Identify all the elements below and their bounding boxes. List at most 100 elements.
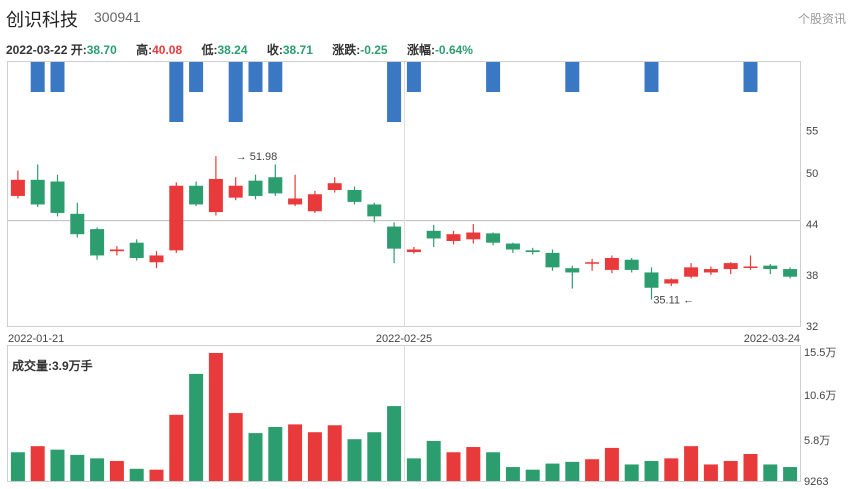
candle-body [327, 183, 342, 190]
signal-bar [268, 62, 283, 92]
price-axis: 55 50 44 38 32 [806, 126, 818, 334]
price-tick-label: 44 [806, 219, 818, 231]
candle-body [446, 234, 461, 241]
volume-bar [565, 461, 580, 481]
candle-body [307, 194, 322, 212]
candle [189, 181, 204, 207]
candle-body [347, 190, 362, 202]
volume-panel-border [7, 345, 801, 482]
candle-body [268, 177, 283, 194]
candle [90, 227, 105, 260]
volume-tick-label: 9263 [804, 476, 828, 488]
signal-bar [248, 62, 263, 92]
candle [307, 190, 322, 213]
date-axis: 2022-01-21 2022-02-25 2022-03-24 [8, 333, 800, 345]
candle [149, 251, 164, 269]
candle [30, 164, 45, 207]
candle-body [545, 252, 560, 268]
volume-bar [723, 460, 738, 481]
candle [505, 242, 520, 253]
volume-bar [604, 447, 619, 481]
candle-body [149, 255, 164, 263]
volume-bar [644, 460, 659, 481]
candle [248, 174, 263, 200]
date-tick-label: 2022-02-25 [376, 333, 432, 345]
signal-bar [228, 62, 243, 122]
volume-bar [446, 452, 461, 481]
candle-body [486, 233, 501, 243]
signal-bar [50, 62, 65, 92]
signal-bar [189, 62, 204, 92]
stock-code: 300941 [94, 9, 141, 25]
volume-bar [109, 460, 124, 481]
candles [10, 156, 798, 300]
candle [288, 174, 303, 207]
volume-bar [327, 425, 342, 481]
profile-link[interactable]: 个股资讯 [797, 12, 846, 26]
volume-bar [466, 447, 481, 481]
volume-bar [10, 452, 25, 481]
candle [763, 263, 778, 275]
candle-body [723, 263, 738, 270]
candle-body [30, 179, 45, 205]
signal-bar [406, 62, 421, 92]
candle-body [367, 204, 382, 217]
volume-label: 成交量:3.9万手 [12, 359, 93, 373]
volume-bar [30, 446, 45, 481]
candle-body [169, 185, 184, 251]
candle [446, 230, 461, 245]
candle [208, 156, 223, 216]
quote-bar: 2022-03-22 开:38.70 高:40.08 低:38.24 收:38.… [6, 41, 489, 58]
signal-bar [743, 62, 758, 92]
candle-body [426, 230, 441, 239]
candle-body [565, 268, 580, 273]
candle [327, 177, 342, 193]
volume-bar [228, 413, 243, 481]
candle-body [783, 269, 798, 277]
date-tick-label: 2022-01-21 [8, 333, 64, 345]
price-tick-label: 50 [806, 168, 818, 180]
price-tick-label: 38 [806, 270, 818, 282]
candle [604, 255, 619, 274]
chart-frame [7, 61, 801, 482]
candle-body [406, 249, 421, 253]
quote-change: 涨跌:-0.25 [332, 43, 388, 57]
stock-name: 创识科技 [6, 10, 78, 30]
candle [70, 202, 85, 238]
candle [228, 177, 243, 201]
candle-body [684, 267, 699, 277]
candle [109, 246, 124, 256]
volume-bar [743, 454, 758, 481]
volume-bar [585, 459, 600, 481]
candle [426, 224, 441, 247]
candle [387, 222, 402, 264]
candle-body [50, 181, 65, 213]
candle-body [466, 232, 481, 240]
candle [129, 239, 144, 261]
candle [486, 232, 501, 246]
candle-body [70, 213, 85, 235]
volume-bar [347, 439, 362, 481]
candle [585, 258, 600, 271]
volume-bar [684, 446, 699, 481]
quote-date: 2022-03-22 [6, 43, 68, 57]
candle [684, 263, 699, 279]
volume-bar [763, 464, 778, 481]
volume-bar [703, 464, 718, 481]
volume-tick-label: 10.6万 [804, 390, 836, 402]
price-tick-label: 55 [806, 126, 818, 138]
volume-bar [525, 469, 540, 481]
candle [644, 267, 659, 300]
candle [624, 258, 639, 273]
volume-bar [664, 458, 679, 481]
candle-body [585, 262, 600, 264]
candle-body [624, 259, 639, 270]
candle [406, 246, 421, 254]
volume-bar [149, 469, 164, 481]
volume-bar [50, 449, 65, 481]
candle-body [10, 179, 25, 196]
volume-bar [387, 406, 402, 481]
quote-open: 开:38.70 [70, 43, 117, 57]
candle-body [703, 269, 718, 273]
